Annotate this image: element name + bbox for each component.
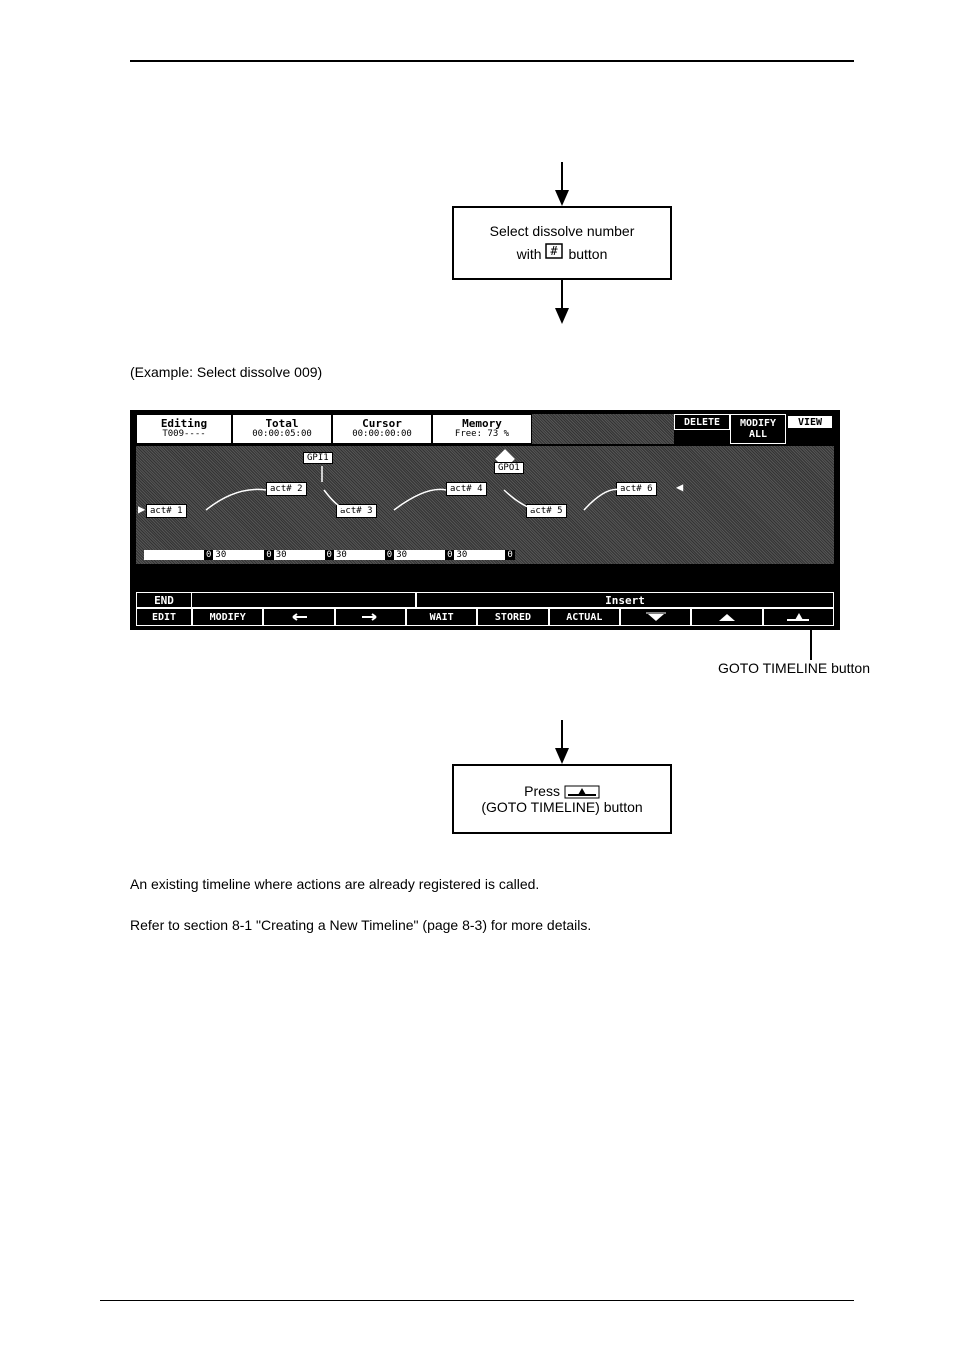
prev-button[interactable] [263,608,334,626]
ruler-num: 0 [385,550,394,560]
body2-suffix: for more details. [487,917,591,933]
ruler-num: 0 [505,550,514,560]
body-paragraph-1: An existing timeline where actions are a… [130,874,854,895]
insert-label: Insert [416,592,834,608]
ruler-box: 30 [213,550,228,560]
ruler-bar [349,550,385,560]
status-memory-value: Free: 73 % [455,430,509,440]
modify-sub-label: ALL [735,429,781,440]
flowchart-line1: Select dissolve number [490,223,635,239]
flowchart-step-select-dissolve: Select dissolve number with # button [270,162,854,324]
timeline-ruler: 0 30 0 30 0 30 0 30 0 30 0 [144,548,515,562]
device-screenshot: Editing T009---- Total 00:00:05:00 Curso… [130,410,840,630]
arrow-head-icon [555,190,569,206]
flowchart2-line1-text: Press [524,783,560,799]
body-paragraph-2: Refer to section 8-1 "Creating a New Tim… [130,915,854,936]
flowchart2-line2: (GOTO TIMELINE) button [481,799,642,815]
ruler-num: 0 [264,550,273,560]
svg-text:#: # [551,244,559,258]
ruler-bar [289,550,325,560]
arrow-stem [561,162,563,190]
flowchart-line2: with # button [517,243,608,264]
status-bar: Editing T009---- Total 00:00:05:00 Curso… [136,414,834,444]
goto-timeline-button[interactable] [763,608,834,626]
insert-row: END Insert [136,592,834,608]
arrow-head-icon [555,748,569,764]
ruler-bar [469,550,505,560]
page-reference-link[interactable]: (page 8-3) [422,917,487,933]
goto-down-icon [644,611,668,623]
flowchart2-line1: Press [481,783,642,799]
ruler-num: 0 [445,550,454,560]
connector-lines-icon [136,446,834,564]
status-cursor: Cursor 00:00:00:00 [332,414,432,444]
actual-button[interactable]: ACTUAL [549,608,620,626]
footer-rule [100,1300,854,1301]
modify-all-button[interactable]: MODIFY ALL [730,414,786,444]
example-caption: (Example: Select dissolve 009) [130,364,854,380]
goto-timeline-inline-icon [564,783,600,799]
status-spacer [532,414,674,444]
wait-button[interactable]: WAIT [406,608,477,626]
callout-leader-line [810,630,812,660]
ruler-bar [228,550,264,560]
ruler-box: 30 [274,550,289,560]
ruler-bar [144,550,204,560]
header-rule [130,60,854,62]
status-total: Total 00:00:05:00 [232,414,332,444]
delete-button[interactable]: DELETE [674,414,730,430]
hash-icon: # [545,243,568,263]
callout-container: GOTO TIMELINE button [130,640,840,680]
flowchart-line2-suffix: button [568,246,607,262]
body2-prefix: Refer to section 8-1 "Creating a New Tim… [130,917,422,933]
modify-label: MODIFY [735,418,781,429]
ruler-box: 30 [334,550,349,560]
bottom-button-area: END Insert EDIT MODIFY WAIT STORED ACTUA… [136,592,834,626]
status-editing: Editing T009---- [136,414,232,444]
status-total-value: 00:00:05:00 [252,430,312,440]
timeline-area: GPI1 GPO1 act# 1 act# 2 act# 3 act# 4 ac… [136,446,834,564]
flowchart-box-2: Press (GOTO TIMELINE) button [452,764,672,834]
ruler-num: 0 [204,550,213,560]
callout-label: GOTO TIMELINE button [718,660,870,676]
next-button[interactable] [335,608,406,626]
document-page: Select dissolve number with # button (Ex… [0,0,954,996]
ruler-box: 30 [454,550,469,560]
arrow-head-icon [555,308,569,324]
ruler-num: 0 [325,550,334,560]
goto-timeline-icon [785,611,811,623]
goto-down-button[interactable] [620,608,691,626]
edit-button[interactable]: EDIT [136,608,192,626]
stored-button[interactable]: STORED [477,608,548,626]
function-button-row: EDIT MODIFY WAIT STORED ACTUAL [136,608,834,626]
ruler-box: 30 [394,550,409,560]
view-button[interactable]: VIEW [786,414,834,430]
status-editing-value: T009---- [162,430,205,440]
flowchart-box: Select dissolve number with # button [452,206,672,280]
spacer [192,592,416,608]
arrow-stem [561,720,563,748]
flowchart-step-goto-timeline: Press (GOTO TIMELINE) button [270,720,854,834]
arrow-stem [561,280,563,308]
arrow-left-icon [289,612,309,622]
status-cursor-value: 00:00:00:00 [352,430,412,440]
goto-up-button[interactable] [691,608,762,626]
modify-button[interactable]: MODIFY [192,608,263,626]
goto-up-icon [715,611,739,623]
arrow-right-icon [360,612,380,622]
flowchart-line2-prefix: with [517,246,546,262]
end-label: END [136,592,192,608]
status-memory: Memory Free: 73 % [432,414,532,444]
ruler-bar [409,550,445,560]
